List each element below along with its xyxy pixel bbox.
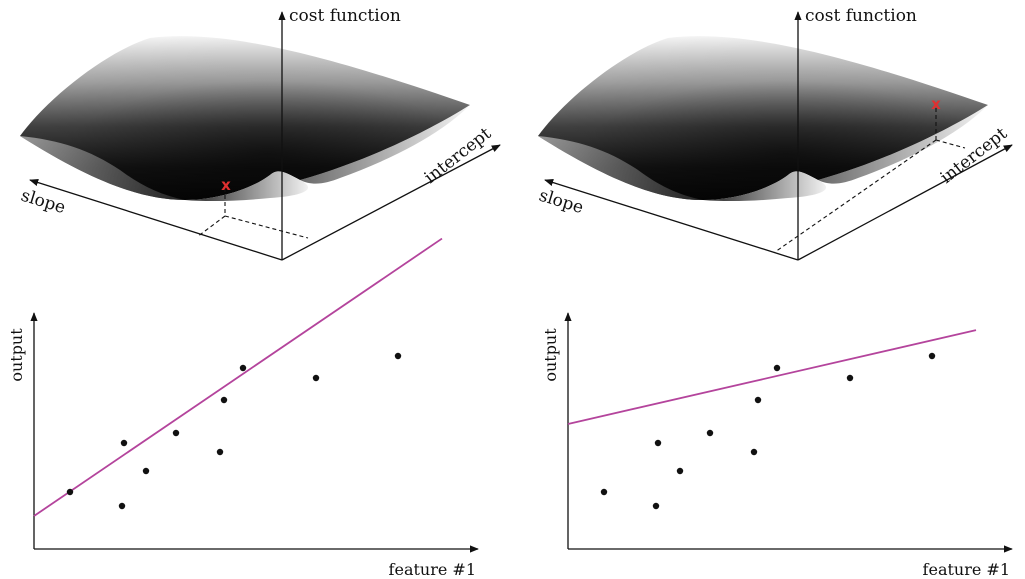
intercept-axis bbox=[281, 144, 501, 261]
data-point bbox=[66, 488, 74, 496]
cost-current-marker: x bbox=[931, 95, 941, 113]
y-axis-label: output bbox=[541, 328, 560, 382]
intercept-axis bbox=[797, 144, 1013, 261]
slope-axis bbox=[29, 179, 283, 261]
data-point bbox=[654, 439, 662, 447]
y-axis-label: output bbox=[7, 328, 26, 382]
data-point bbox=[312, 374, 320, 382]
slope-label: slope bbox=[19, 186, 68, 218]
projection-to-slope bbox=[774, 139, 937, 253]
cost-surface-plot-2: x cost function intercept slope bbox=[537, 6, 1013, 261]
data-point bbox=[120, 439, 128, 447]
projection-to-slope bbox=[196, 215, 226, 238]
data-point bbox=[750, 448, 758, 456]
data-point bbox=[773, 364, 781, 372]
data-point bbox=[394, 352, 402, 360]
cost-surface-plot-1: x cost function intercept slope bbox=[19, 6, 501, 261]
projection-to-intercept bbox=[224, 215, 309, 239]
data-point bbox=[118, 502, 126, 510]
data-point bbox=[142, 467, 150, 475]
slope-axis bbox=[544, 178, 799, 261]
regression-line bbox=[33, 237, 443, 517]
cost-minimum-marker: x bbox=[221, 176, 231, 194]
data-point bbox=[928, 352, 936, 360]
cost-surface-bowl bbox=[538, 36, 988, 202]
regression-line bbox=[567, 329, 977, 425]
scatter-plot-1: output feature #1 bbox=[7, 237, 479, 579]
x-axis-label: feature #1 bbox=[923, 560, 1010, 579]
data-point bbox=[216, 448, 224, 456]
data-point bbox=[239, 364, 247, 372]
data-point bbox=[676, 467, 684, 475]
projection-to-intercept bbox=[935, 139, 966, 149]
x-axis-label: feature #1 bbox=[389, 560, 476, 579]
cost-function-label: cost function bbox=[289, 6, 401, 26]
data-point bbox=[846, 374, 854, 382]
data-point bbox=[652, 502, 660, 510]
data-point bbox=[706, 429, 714, 437]
data-point bbox=[600, 488, 608, 496]
data-point bbox=[172, 429, 180, 437]
data-point bbox=[754, 396, 762, 404]
data-points bbox=[66, 352, 402, 510]
cost-function-label: cost function bbox=[805, 6, 917, 26]
scatter-plot-2: output feature #1 bbox=[541, 312, 1013, 579]
cost-surface-bowl bbox=[20, 36, 470, 202]
data-point bbox=[220, 396, 228, 404]
data-points bbox=[600, 352, 936, 510]
